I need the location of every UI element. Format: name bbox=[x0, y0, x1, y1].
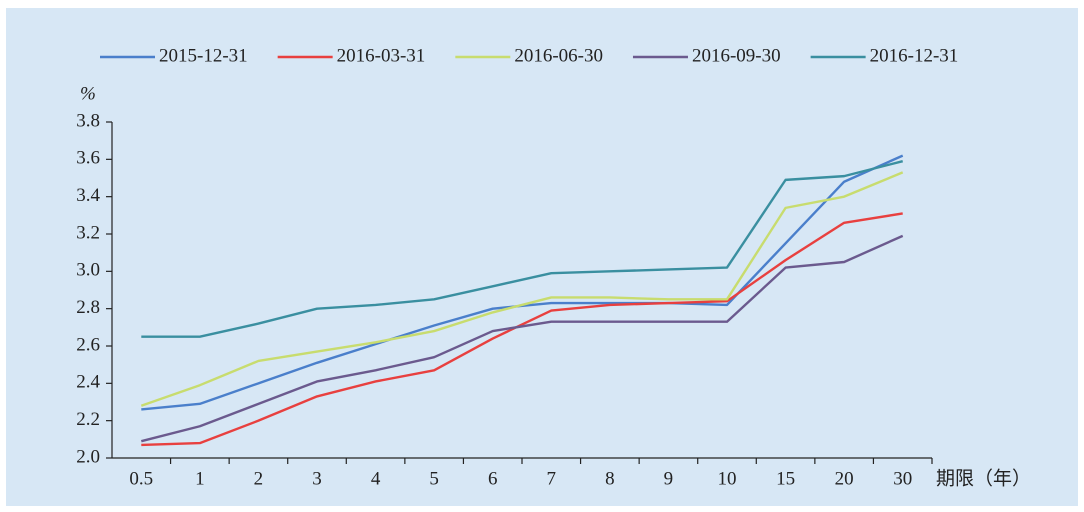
y-tick-label: 2.4 bbox=[76, 372, 100, 393]
y-tick-label: 2.2 bbox=[76, 409, 100, 430]
y-tick-label: 3.6 bbox=[76, 148, 100, 169]
y-tick-label: 3.0 bbox=[76, 260, 100, 281]
y-tick-label: 2.6 bbox=[76, 334, 100, 355]
x-tick-label: 8 bbox=[605, 468, 615, 489]
y-tick-label: 2.0 bbox=[76, 446, 100, 467]
series-line bbox=[141, 160, 904, 338]
legend-label: 2016-09-30 bbox=[692, 45, 781, 66]
x-tick-label: 6 bbox=[488, 468, 498, 489]
legend-label: 2016-03-31 bbox=[337, 45, 426, 66]
y-tick-label: 3.4 bbox=[76, 185, 100, 206]
y-tick-label: 2.8 bbox=[76, 297, 100, 318]
x-tick-label: 15 bbox=[776, 468, 795, 489]
series-line bbox=[140, 234, 904, 443]
x-tick-label: 2 bbox=[254, 468, 264, 489]
x-axis-label: 期限（年） bbox=[936, 467, 1031, 489]
y-tick-label: 3.2 bbox=[76, 222, 100, 243]
y-tick-label: 3.8 bbox=[76, 110, 100, 131]
y-unit: % bbox=[80, 83, 96, 104]
legend-label: 2016-06-30 bbox=[514, 45, 603, 66]
x-tick-label: 9 bbox=[664, 468, 674, 489]
series-line bbox=[141, 212, 903, 447]
x-tick-label: 3 bbox=[312, 468, 322, 489]
x-tick-label: 4 bbox=[371, 468, 381, 489]
legend-label: 2015-12-31 bbox=[159, 45, 248, 66]
series-line bbox=[140, 171, 904, 407]
x-tick-label: 0.5 bbox=[129, 468, 153, 489]
x-tick-label: 20 bbox=[835, 468, 854, 489]
background bbox=[6, 8, 1078, 506]
legend-label: 2016-12-31 bbox=[870, 45, 959, 66]
x-tick-label: 5 bbox=[429, 468, 439, 489]
x-tick-label: 10 bbox=[718, 468, 737, 489]
x-tick-label: 1 bbox=[195, 468, 205, 489]
x-tick-label: 30 bbox=[893, 468, 912, 489]
x-tick-label: 7 bbox=[547, 468, 557, 489]
